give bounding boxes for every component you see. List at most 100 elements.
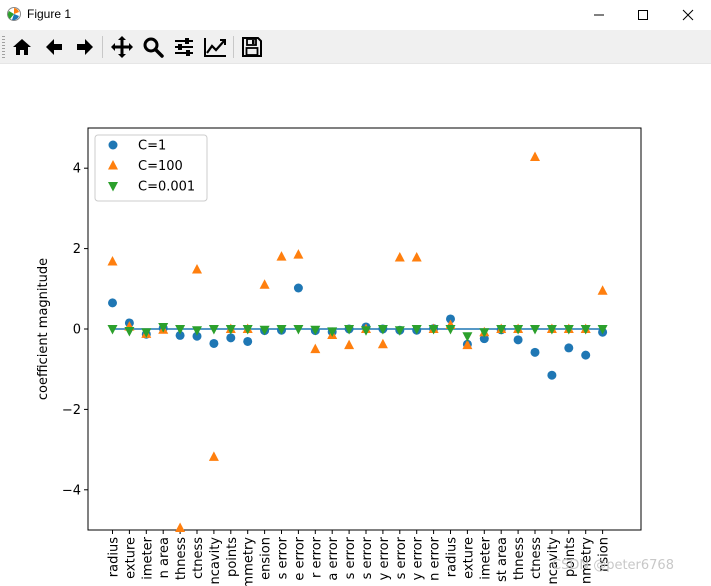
data-point xyxy=(293,249,304,259)
data-point xyxy=(496,325,507,335)
pan-button[interactable] xyxy=(109,34,135,60)
data-points xyxy=(107,151,608,532)
data-point xyxy=(530,151,540,161)
legend-marker xyxy=(108,160,118,170)
line-chart-icon xyxy=(204,38,226,57)
x-tick-label: ncavity xyxy=(546,537,561,585)
data-point xyxy=(597,325,608,335)
forward-button[interactable] xyxy=(72,34,98,60)
x-tick-label: thness xyxy=(512,537,527,580)
data-point xyxy=(310,325,321,336)
data-point xyxy=(411,325,422,335)
data-point xyxy=(428,325,439,335)
maximize-icon xyxy=(638,10,648,20)
data-point xyxy=(530,325,540,335)
data-point xyxy=(563,325,574,335)
save-icon xyxy=(242,37,262,57)
legend-label: C=100 xyxy=(138,159,183,174)
x-tick-label: radius xyxy=(107,537,122,577)
data-point xyxy=(243,336,253,346)
data-point xyxy=(462,332,473,342)
x-tick-label: s error xyxy=(360,536,375,579)
navigation-toolbar xyxy=(0,30,711,64)
figure-canvas[interactable]: 420−2−4 radius exture imeter n area thness ct… xyxy=(0,64,711,586)
data-point xyxy=(547,370,557,380)
series-3 xyxy=(107,322,608,342)
data-point xyxy=(293,283,303,293)
minimize-button[interactable] xyxy=(576,0,622,30)
back-button[interactable] xyxy=(41,34,67,60)
close-button[interactable] xyxy=(665,0,711,30)
data-point xyxy=(259,279,270,289)
data-point xyxy=(394,326,405,336)
data-point xyxy=(108,298,117,308)
data-point xyxy=(445,325,456,335)
x-tick-label: thness xyxy=(174,537,189,580)
toolbar-grip[interactable] xyxy=(2,36,5,58)
data-point xyxy=(344,339,355,350)
x-tick-label: n area xyxy=(157,537,172,578)
data-point xyxy=(293,325,304,335)
x-tick-label: y error xyxy=(377,536,392,580)
x-tick-label: s error xyxy=(394,536,409,579)
data-point xyxy=(462,339,473,350)
data-point xyxy=(192,331,202,341)
zoom-button[interactable] xyxy=(140,34,166,60)
x-tick-label: exture xyxy=(461,537,476,579)
x-tick-label: ension xyxy=(259,537,274,580)
maximize-button[interactable] xyxy=(620,0,666,30)
customize-button[interactable] xyxy=(202,34,228,60)
data-point xyxy=(581,350,591,360)
legend-label: C=1 xyxy=(138,139,166,154)
data-point xyxy=(377,325,388,335)
home-icon xyxy=(13,39,31,55)
watermark: CSDN @peter6768 xyxy=(552,558,674,573)
data-point xyxy=(276,325,287,335)
home-button[interactable] xyxy=(9,34,35,60)
data-point xyxy=(411,251,422,262)
data-point xyxy=(192,326,202,336)
data-point xyxy=(208,325,219,335)
x-tick-label: e error xyxy=(292,536,307,580)
data-point xyxy=(377,338,388,349)
x-tick-label: points xyxy=(225,537,240,577)
arrow-right-icon xyxy=(77,39,93,55)
minimize-icon xyxy=(594,14,604,16)
data-point xyxy=(192,264,202,274)
legend: C=1 C=100 C=0.001 xyxy=(94,134,208,202)
x-tick-label: mmetry xyxy=(242,537,257,586)
matplotlib-logo-icon xyxy=(7,7,21,21)
data-point xyxy=(394,251,405,262)
x-tick-label: ctness xyxy=(191,537,206,579)
legend-label: C=0.001 xyxy=(138,180,195,195)
data-point xyxy=(175,330,185,340)
toolbar-separator xyxy=(102,36,103,58)
data-point xyxy=(208,451,219,461)
x-tick-label: imeter xyxy=(478,536,493,579)
data-point xyxy=(175,325,186,335)
x-tick-label: r error xyxy=(309,536,324,578)
y-tick-label: −4 xyxy=(62,483,81,498)
data-point xyxy=(124,327,135,337)
data-point xyxy=(242,325,253,335)
save-button[interactable] xyxy=(239,34,265,60)
data-point xyxy=(597,285,608,295)
data-point xyxy=(580,325,591,335)
x-tick-label: exture xyxy=(123,537,138,579)
data-point xyxy=(226,333,236,343)
zoom-icon xyxy=(143,37,164,58)
y-tick-label: 0 xyxy=(73,323,81,338)
data-point xyxy=(446,314,455,324)
toolbar-separator xyxy=(233,36,234,58)
x-tick-label: y error xyxy=(411,536,426,580)
data-point xyxy=(344,325,355,335)
legend-box xyxy=(94,134,208,202)
subplots-button[interactable] xyxy=(171,34,197,60)
data-point xyxy=(107,255,118,266)
data-point xyxy=(209,338,219,348)
data-point xyxy=(276,251,287,261)
x-tick-label: ctness xyxy=(529,537,544,579)
data-point xyxy=(225,325,236,335)
close-icon xyxy=(682,9,694,21)
x-tick-label: imeter xyxy=(140,536,155,579)
